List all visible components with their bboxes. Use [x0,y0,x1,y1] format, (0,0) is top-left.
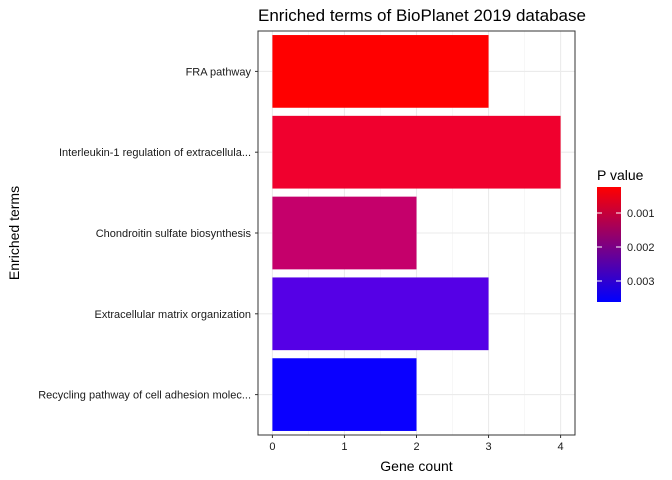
legend-tick-label: 0.003 [627,276,655,288]
legend-title: P value [597,167,644,183]
bar [272,115,561,189]
legend-tick-label: 0.001 [627,208,655,220]
legend-tick-label: 0.002 [627,242,655,254]
y-axis-labels: FRA pathway Interleukin-1 regulation of e… [38,66,258,402]
bar [272,277,489,351]
legend-colorbar [597,187,621,302]
chart-title: Enriched terms of BioPlanet 2019 databas… [258,6,586,25]
y-axis-title: Enriched terms [6,186,22,280]
y-tick-label: Chondroitin sulfate biosynthesis [96,228,252,240]
bar [272,35,489,108]
bar [272,196,417,270]
x-axis-ticks: 0 1 2 3 4 [269,435,564,453]
x-axis-title: Gene count [380,458,452,474]
bar [272,358,417,431]
y-tick-label: Interleukin-1 regulation of extracellula… [59,147,251,159]
x-tick-label: 3 [485,441,491,453]
y-tick-label: Recycling pathway of cell adhesion molec… [38,390,251,402]
x-tick-label: 0 [269,441,275,453]
x-tick-label: 4 [558,441,564,453]
bars [272,35,561,431]
x-tick-label: 2 [413,441,419,453]
legend-ticks: 0.001 0.002 0.003 [597,208,655,288]
y-tick-label: Extracellular matrix organization [94,309,251,321]
y-tick-label: FRA pathway [186,66,252,78]
x-tick-label: 1 [341,441,347,453]
